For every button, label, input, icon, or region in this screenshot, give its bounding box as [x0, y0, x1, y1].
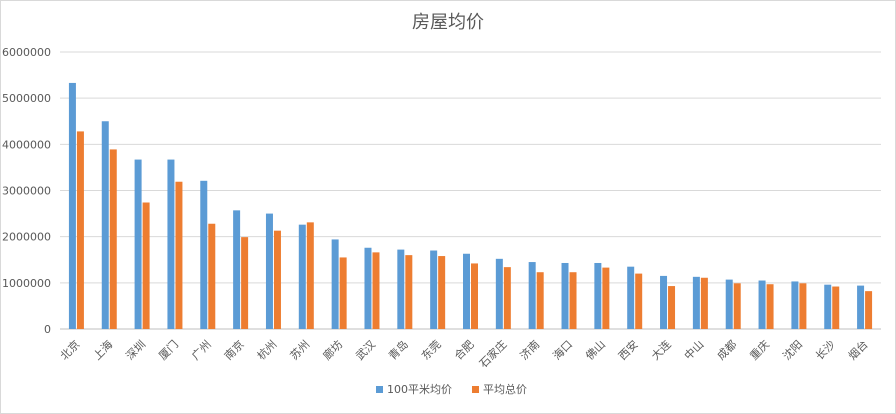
x-tick-label: 北京	[57, 337, 82, 362]
grid-lines	[60, 51, 881, 330]
y-tick-label: 2000000	[2, 231, 51, 244]
bar-avg-total-10	[405, 255, 413, 329]
x-tick-label: 重庆	[747, 337, 772, 362]
bar-avg-total-13	[503, 267, 511, 329]
y-axis-ticks: 0 1000000 2000000 3000000 4000000 5000000 6000…	[2, 46, 51, 336]
bar-avg-total-17	[635, 273, 643, 329]
x-tick-label: 合肥	[451, 337, 476, 362]
x-tick-label: 长沙	[813, 338, 838, 363]
legend: 100平米均价 平均总价	[376, 382, 527, 396]
y-tick-label: 4000000	[2, 138, 51, 151]
bar-avg-total-21	[766, 284, 774, 329]
bar-avg-100sqm-22	[791, 281, 799, 329]
x-tick-label: 青岛	[385, 337, 410, 362]
x-tick-label: 海口	[550, 337, 575, 362]
bar-avg-total-8	[339, 257, 347, 329]
bar-avg-total-22	[799, 283, 807, 329]
y-tick-label: 1000000	[2, 277, 51, 290]
bar-avg-100sqm-17	[627, 266, 635, 329]
y-tick-label: 5000000	[2, 92, 51, 105]
x-tick-label: 厦门	[156, 337, 181, 362]
bar-avg-100sqm-11	[430, 250, 438, 329]
bar-avg-100sqm-4	[200, 180, 208, 329]
x-tick-label: 大连	[648, 337, 673, 362]
bar-avg-100sqm-2	[134, 159, 142, 329]
chart-title: 房屋均价	[412, 12, 484, 33]
x-tick-label: 深圳	[123, 338, 148, 363]
bar-avg-total-24	[865, 291, 873, 329]
bar-avg-100sqm-0	[68, 82, 76, 329]
bar-avg-100sqm-18	[660, 275, 668, 329]
y-tick-label: 6000000	[2, 46, 51, 59]
bar-avg-100sqm-9	[364, 247, 372, 329]
bar-avg-100sqm-24	[857, 285, 865, 329]
bar-avg-total-16	[602, 267, 610, 329]
x-tick-label: 南京	[221, 337, 246, 362]
bar-avg-total-2	[142, 202, 150, 329]
bar-avg-total-15	[569, 272, 577, 329]
legend-swatch	[376, 386, 383, 393]
x-tick-label: 西安	[615, 337, 640, 362]
bar-avg-total-6	[273, 230, 281, 329]
bar-avg-100sqm-8	[331, 239, 339, 329]
bar-avg-100sqm-1	[101, 121, 109, 329]
bar-avg-total-7	[306, 222, 314, 329]
legend-label: 100平米均价	[387, 383, 452, 396]
x-tick-label: 佛山	[583, 338, 608, 363]
bar-avg-total-4	[208, 223, 216, 329]
bar-avg-total-12	[471, 263, 478, 329]
bar-avg-100sqm-14	[528, 262, 536, 329]
x-tick-label: 石家庄	[476, 337, 509, 370]
y-tick-label: 3000000	[2, 185, 51, 198]
x-tick-label: 沈阳	[780, 337, 805, 362]
x-tick-label: 武汉	[353, 338, 378, 363]
bars	[68, 82, 873, 329]
x-tick-label: 烟台	[845, 337, 870, 362]
x-tick-label: 中山	[682, 338, 707, 363]
x-tick-label: 苏州	[288, 338, 313, 363]
bar-avg-total-18	[668, 286, 676, 329]
legend-swatch	[472, 386, 479, 393]
bar-avg-100sqm-23	[824, 284, 832, 329]
x-tick-label: 廊坊	[320, 337, 345, 362]
x-tick-label: 成都	[715, 338, 740, 363]
bar-avg-total-19	[700, 277, 708, 329]
x-tick-label: 杭州	[254, 337, 279, 362]
bar-avg-total-0	[76, 131, 84, 329]
x-tick-label: 广州	[189, 338, 214, 363]
bar-avg-100sqm-5	[233, 210, 241, 329]
bar-avg-total-1	[109, 149, 117, 329]
bar-avg-total-14	[536, 272, 544, 329]
bar-avg-100sqm-10	[397, 249, 405, 329]
legend-label: 平均总价	[483, 382, 527, 396]
bar-avg-100sqm-20	[725, 279, 733, 329]
bar-avg-100sqm-12	[463, 253, 470, 329]
bar-avg-100sqm-15	[561, 262, 569, 329]
x-tick-label: 济南	[517, 337, 542, 362]
bar-avg-100sqm-19	[692, 276, 700, 329]
bar-avg-100sqm-6	[265, 213, 273, 329]
x-tick-label: 上海	[90, 337, 115, 362]
bar-avg-total-9	[372, 252, 380, 329]
bar-avg-100sqm-13	[495, 258, 503, 329]
bar-avg-total-3	[175, 181, 183, 329]
x-tick-label: 东莞	[419, 338, 444, 363]
bar-avg-100sqm-21	[758, 280, 766, 329]
bar-avg-100sqm-7	[298, 224, 306, 329]
bar-avg-100sqm-3	[167, 159, 175, 329]
bar-avg-total-20	[733, 283, 741, 329]
y-tick-label: 0	[44, 323, 51, 336]
bar-avg-total-11	[438, 256, 446, 329]
bar-avg-100sqm-16	[594, 262, 602, 329]
x-axis-ticks: 北京 上海 深圳 厦门 广州 南京 杭州 苏州 廊坊 武汉 青岛 东莞 合肥 石家庄 济南 海口 佛山 西安 大连中…	[57, 337, 871, 370]
bar-avg-total-23	[832, 286, 840, 329]
bar-avg-total-5	[241, 237, 249, 329]
